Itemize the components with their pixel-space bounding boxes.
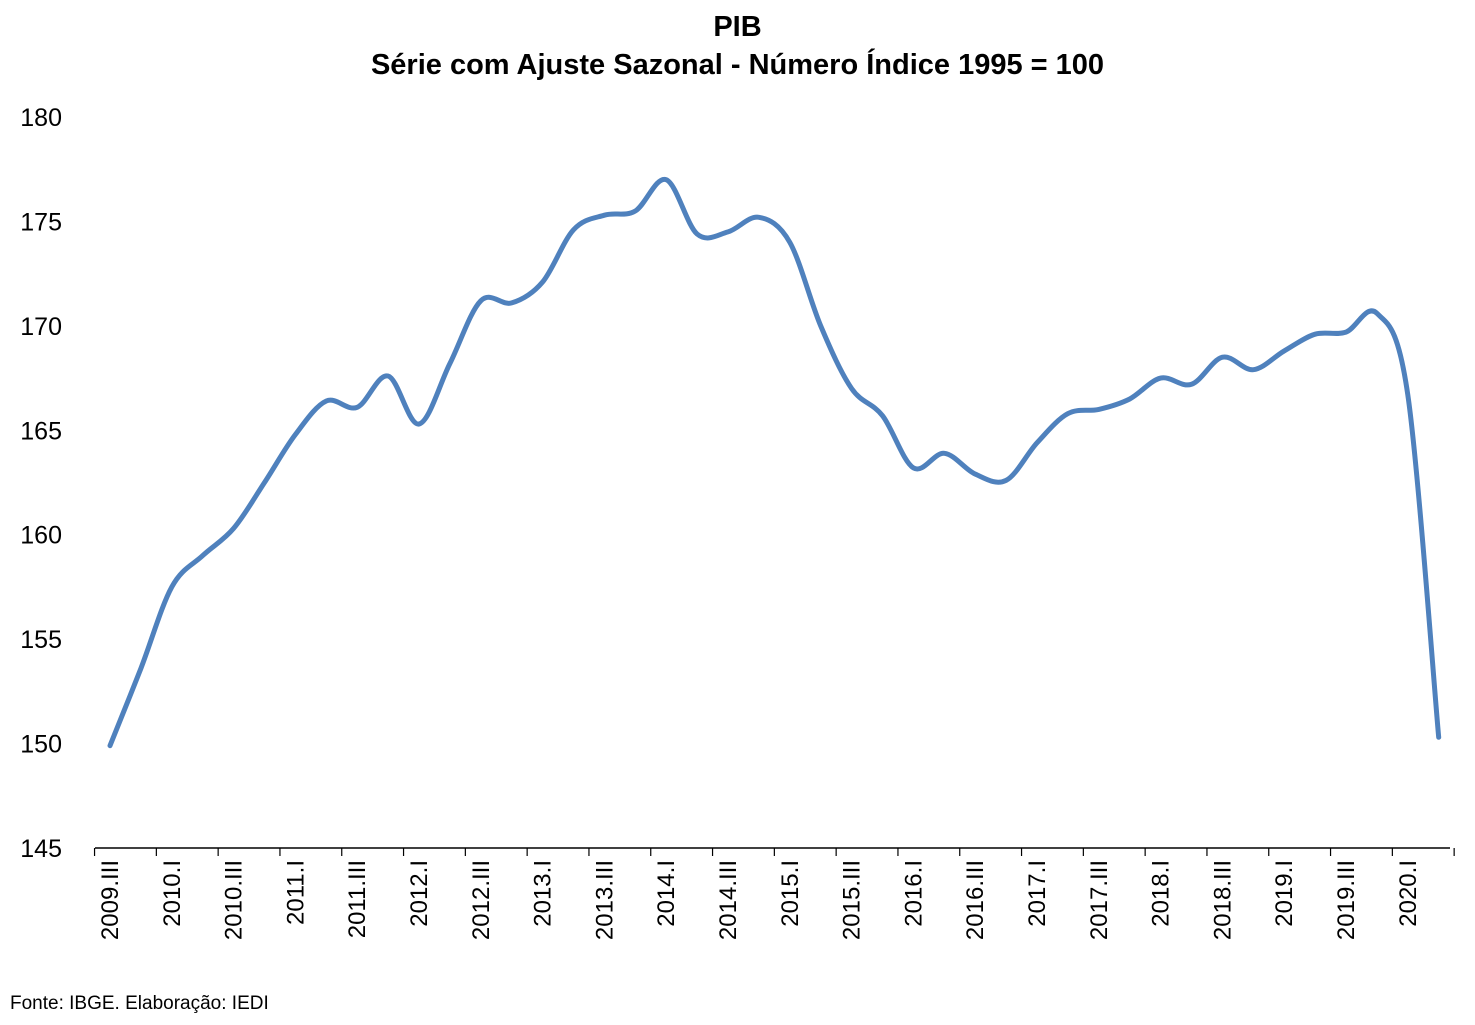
x-tick-label: 2012.I [406, 860, 433, 927]
x-tick-label: 2016.I [900, 860, 927, 927]
x-tick-label: 2018.III [1209, 860, 1236, 940]
x-tick-label: 2015.I [777, 860, 804, 927]
source-note: Fonte: IBGE. Elaboração: IEDI [10, 993, 269, 1014]
series-layer [107, 177, 1442, 749]
x-tick-label: 2010.III [221, 860, 248, 940]
x-tick-label: 2009.III [97, 860, 124, 940]
x-axis: 2009.III 2010.I 2010.III 2011.I 2011.III 2012… [93, 847, 1455, 940]
x-tick-label: 2015.III [839, 860, 866, 940]
chart-title: PIB [713, 11, 762, 43]
x-tick-label: 2013.III [591, 860, 618, 940]
x-tick-label: 2016.III [962, 860, 989, 940]
x-tick-label: 2012.III [468, 860, 495, 940]
y-axis: 145 150 155 160 165 170 175 180 [20, 104, 62, 863]
chart-title-block: PIB Série com Ajuste Sazonal - Número Ín… [0, 8, 1475, 84]
y-tick-label: 145 [20, 835, 62, 863]
y-tick-label: 170 [20, 313, 62, 341]
x-tick-label: 2011.I [282, 860, 309, 925]
x-tick-label: 2017.III [1086, 860, 1113, 940]
x-tick-label: 2019.I [1271, 860, 1298, 927]
x-tick-label: 2010.I [159, 860, 186, 927]
x-tick-label: 2018.I [1148, 860, 1175, 927]
y-tick-label: 150 [20, 731, 62, 759]
x-tick-label: 2019.III [1333, 860, 1360, 940]
x-tick-label: 2017.I [1024, 860, 1051, 927]
y-tick-label: 165 [20, 417, 62, 445]
x-tick-label: 2013.I [530, 860, 557, 927]
x-tick-label: 2014.I [653, 860, 680, 927]
chart-subtitle: Série com Ajuste Sazonal - Número Índice… [370, 49, 1105, 81]
x-tick-label: 2011.III [344, 860, 371, 938]
x-tick-label: 2014.III [715, 860, 742, 940]
y-tick-label: 180 [20, 104, 62, 132]
y-tick-label: 160 [20, 522, 62, 550]
y-tick-label: 155 [20, 626, 62, 654]
y-tick-label: 175 [20, 208, 62, 236]
x-tick-label: 2020.I [1395, 860, 1422, 927]
series-line [107, 177, 1442, 749]
